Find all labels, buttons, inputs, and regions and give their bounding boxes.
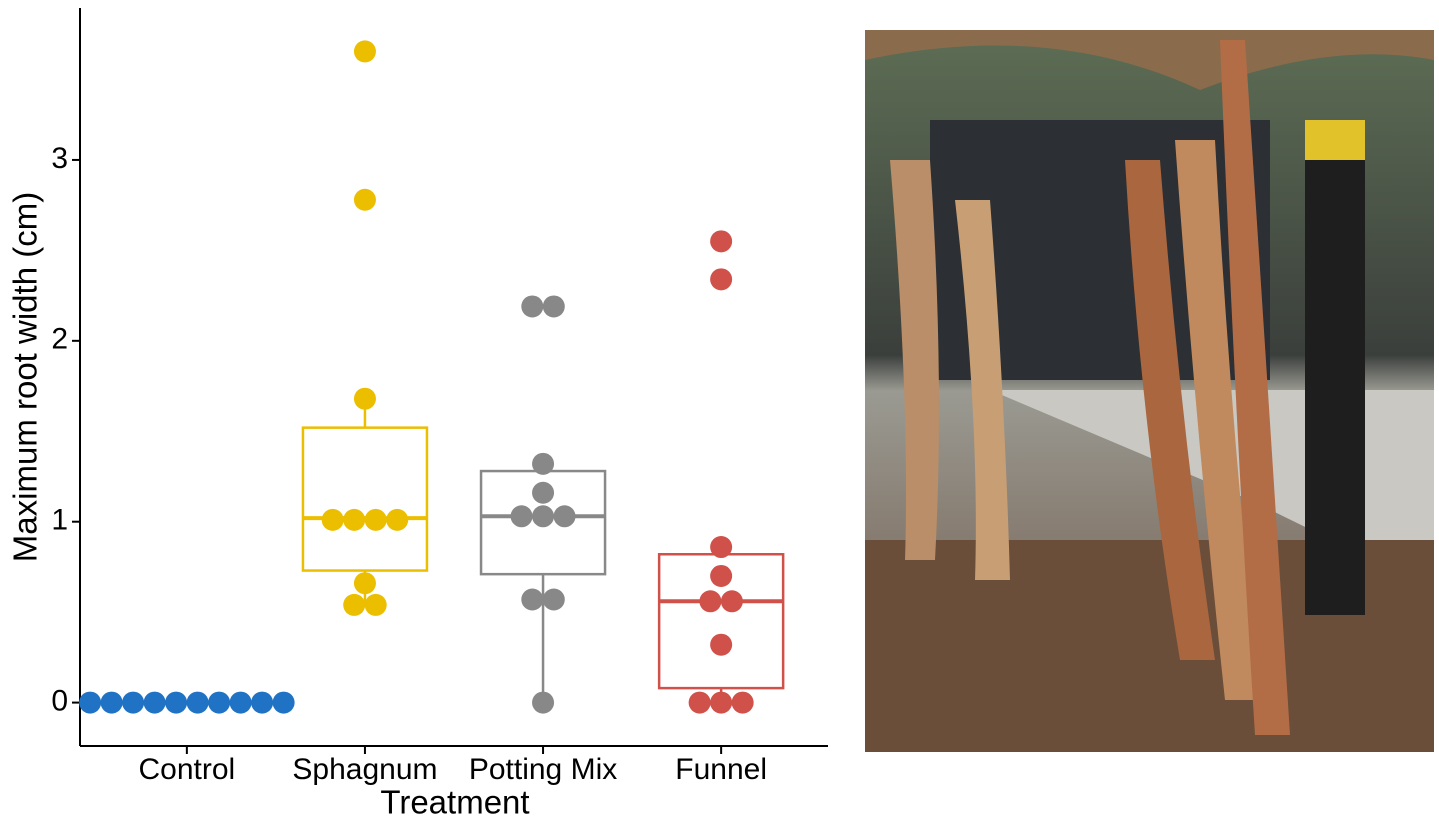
data-point [710,634,732,656]
data-point [144,692,166,714]
x-tick-label: Sphagnum [292,753,437,786]
data-point [365,509,387,531]
data-point [101,692,123,714]
data-point [273,692,295,714]
data-point [187,692,209,714]
data-point [165,692,187,714]
x-tick-label: Potting Mix [469,753,617,786]
data-point [521,588,543,610]
data-point [710,692,732,714]
data-point [386,509,408,531]
data-point [208,692,230,714]
data-point [354,189,376,211]
data-point [365,594,387,616]
data-point [230,692,252,714]
data-point [79,692,101,714]
x-tick-label: Funnel [675,753,767,786]
data-point [732,692,754,714]
data-point [699,590,721,612]
data-point [521,295,543,317]
y-tick-label: 3 [51,142,68,175]
figure: Treatment Maximum root width (cm) 0 1 2 3 Co… [0,0,1439,822]
data-point [710,268,732,290]
x-tick-label: Control [138,753,235,786]
data-point [532,505,554,527]
y-tick-label: 2 [51,323,68,356]
data-point [354,388,376,410]
photo [865,30,1434,752]
x-axis-title: Treatment [380,784,529,821]
data-point [543,295,565,317]
box [303,428,427,571]
data-point [721,590,743,612]
data-point [322,509,344,531]
data-point [710,565,732,587]
data-point [532,482,554,504]
data-point [354,572,376,594]
data-point [354,40,376,62]
y-axis-title: Maximum root width (cm) [7,192,44,562]
data-point [511,505,533,527]
data-point [710,230,732,252]
data-point [251,692,273,714]
data-point [710,536,732,558]
data-point [343,509,365,531]
data-point [543,588,565,610]
data-point [554,505,576,527]
y-tick-label: 1 [51,504,68,537]
data-point [343,594,365,616]
data-point [689,692,711,714]
y-tick-label: 0 [51,685,68,718]
data-point [532,453,554,475]
data-point [122,692,144,714]
data-point [532,692,554,714]
